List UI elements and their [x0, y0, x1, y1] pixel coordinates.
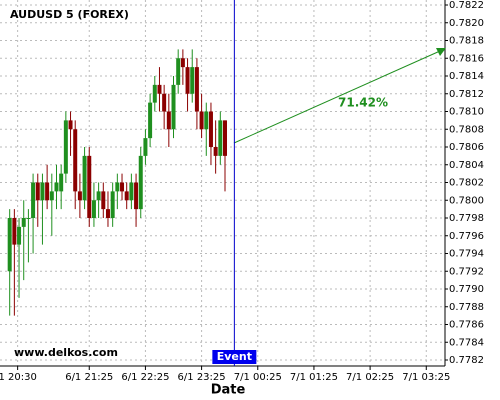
candle-body: [120, 182, 125, 192]
x-tick-label: 7/1 01:25: [290, 372, 338, 383]
candle-body: [194, 67, 199, 112]
candle-body: [31, 182, 36, 218]
y-tick-label: 0.7812: [449, 89, 484, 100]
candles: [7, 49, 227, 316]
candle-body: [73, 129, 78, 192]
candle-body: [176, 58, 181, 85]
candle-body: [218, 120, 223, 156]
y-tick-label: 0.7788: [449, 302, 484, 313]
event-box: [212, 350, 257, 364]
y-tick-label: 0.7816: [449, 53, 484, 64]
candle-body: [110, 191, 115, 218]
candle-body: [180, 58, 185, 68]
y-tick-label: 0.7802: [449, 178, 484, 189]
y-tick-label: 0.7820: [449, 18, 484, 29]
x-tick-label: 7/1 00:25: [234, 372, 282, 383]
candle-body: [96, 191, 101, 201]
candle-body: [185, 67, 190, 94]
y-tick-label: 0.7808: [449, 124, 484, 135]
projection-arrow: [233, 50, 441, 144]
y-tick-label: 0.7798: [449, 213, 484, 224]
x-tick-label: 7/1 03:25: [402, 372, 450, 383]
candle-body: [148, 102, 153, 139]
candle-body: [7, 218, 12, 272]
candle-body: [101, 191, 106, 210]
candle-body: [87, 155, 92, 218]
candle-body: [134, 182, 139, 210]
candle-body: [138, 155, 143, 210]
candle-body: [157, 84, 162, 94]
x-tick-label: 6/1 23:25: [178, 372, 226, 383]
candle-body: [166, 111, 171, 130]
candle-body: [105, 209, 110, 218]
candle-body: [12, 218, 17, 245]
x-axis-label: Date: [211, 383, 246, 398]
y-tick-label: 0.7782: [449, 355, 484, 366]
watermark: www.delkos.com: [14, 346, 118, 359]
projection-label: 71.42%: [338, 96, 388, 110]
candle-body: [49, 191, 54, 201]
candle-body: [26, 218, 31, 219]
candle-body: [124, 191, 129, 201]
y-tick-label: 0.7800: [449, 195, 484, 206]
y-tick-label: 0.7784: [449, 337, 484, 348]
candle-body: [129, 182, 134, 201]
candle-body: [63, 120, 68, 174]
candle-body: [171, 84, 176, 130]
event-label: Event: [217, 350, 252, 363]
y-tick-label: 0.7810: [449, 107, 484, 118]
x-tick-label: 6/1 21:25: [65, 372, 113, 383]
candle-body: [35, 182, 40, 201]
candle-body: [143, 138, 148, 156]
candle-body: [45, 182, 50, 201]
y-tick-label: 0.7786: [449, 320, 484, 331]
candle-body: [82, 155, 87, 201]
y-tick-label: 0.7794: [449, 249, 484, 260]
candle-body: [91, 200, 96, 218]
y-tick-label: 0.7818: [449, 36, 484, 47]
candle-body: [59, 173, 64, 192]
grid: [0, 0, 445, 366]
y-tick-label: 0.7792: [449, 266, 484, 277]
x-tick-label: 7/1 02:25: [346, 372, 394, 383]
y-tick-label: 0.7804: [449, 160, 484, 171]
y-tick-label: 0.7814: [449, 71, 484, 82]
chart-title: AUDUSD 5 (FOREX): [10, 8, 129, 21]
candle-body: [223, 120, 227, 156]
candle-body: [199, 111, 204, 130]
candle-body: [190, 67, 195, 94]
candle-body: [54, 182, 59, 192]
arrow-head: [436, 48, 446, 56]
candle-body: [204, 111, 209, 130]
y-tick-label: 0.7790: [449, 284, 484, 295]
candle-body: [68, 120, 73, 130]
candle-body: [21, 218, 26, 227]
candle-body: [162, 93, 167, 112]
y-tick-label: 0.7806: [449, 142, 484, 153]
candle-body: [77, 191, 82, 201]
candle-body: [115, 182, 120, 192]
candle-body: [208, 111, 213, 147]
y-tick-label: 0.7822: [449, 0, 484, 11]
x-tick-label: 6/1 22:25: [121, 372, 169, 383]
candle-body: [152, 84, 157, 103]
candle-body: [17, 226, 22, 245]
candle-body: [40, 182, 45, 201]
candle-body: [213, 147, 218, 156]
x-tick-label: 1 20:30: [0, 372, 37, 383]
y-tick-label: 0.7796: [449, 231, 484, 242]
